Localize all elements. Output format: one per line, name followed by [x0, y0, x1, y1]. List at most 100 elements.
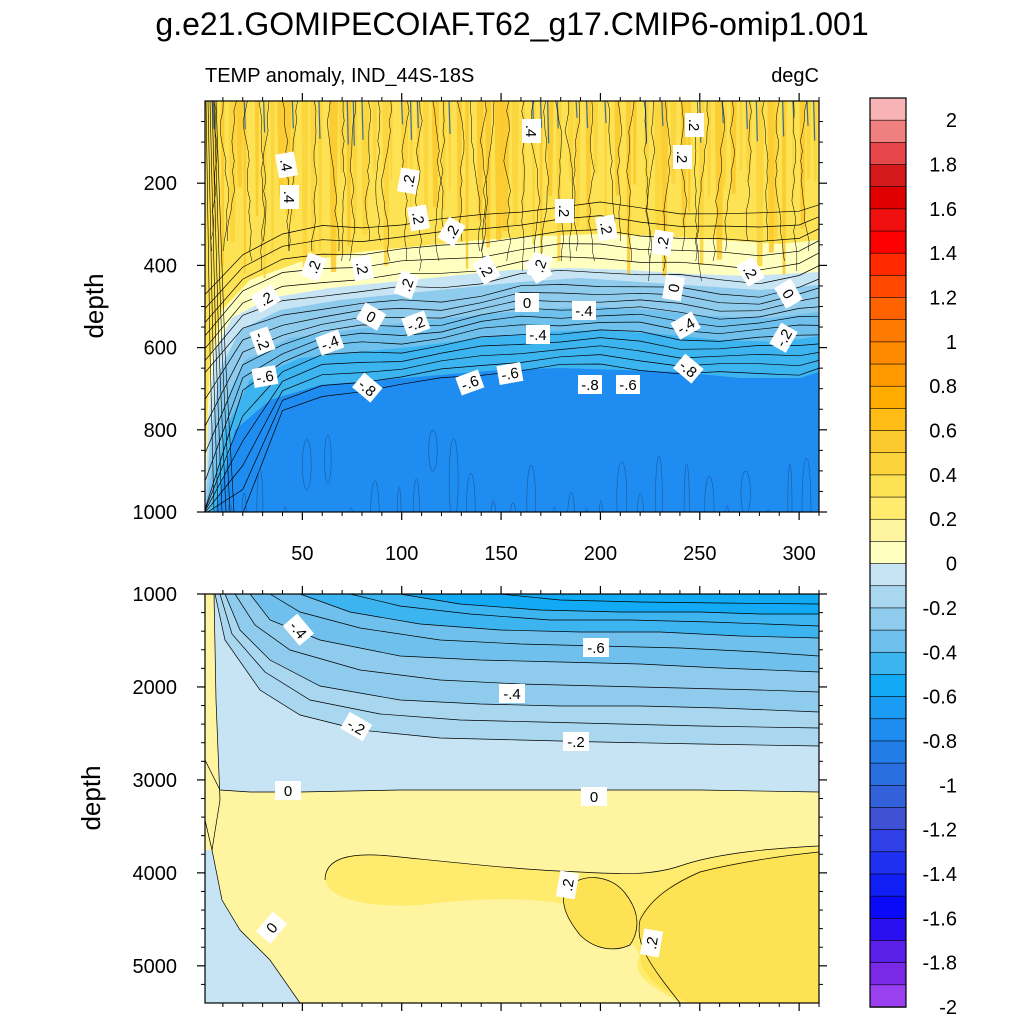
colorbar-label: -1.6 — [923, 908, 957, 930]
colorbar-swatch — [869, 629, 907, 653]
svg-text:-.2: -.2 — [344, 716, 368, 739]
warm-column — [254, 101, 260, 217]
upper-ylabel: depth — [79, 273, 109, 338]
surface-streak — [318, 101, 321, 140]
upper-contour-label: -.6 — [616, 375, 640, 394]
warm-column — [739, 101, 743, 171]
svg-text:.2: .2 — [643, 935, 662, 950]
upper-contour-squiggle — [564, 101, 574, 262]
upper-xtick-label: 150 — [484, 543, 517, 565]
warm-column — [485, 101, 492, 248]
upper-ytick-label: 1000 — [133, 502, 178, 524]
upper-xtick-label: 200 — [584, 543, 617, 565]
upper-contour-label: .4 — [280, 185, 299, 209]
colorbar-swatch — [869, 940, 907, 964]
upper-contour-squiggle — [503, 101, 512, 262]
upper-contour-squiggle — [242, 101, 253, 262]
colorbar-swatch — [869, 119, 907, 144]
svg-text:-.4: -.4 — [529, 327, 547, 344]
deep-streak — [510, 502, 517, 512]
surface-streak — [585, 101, 589, 129]
warm-column — [441, 101, 447, 210]
svg-text:-.2: -.2 — [773, 326, 796, 350]
deep-streak — [428, 429, 438, 472]
deep-streak — [349, 507, 353, 512]
warm-column — [755, 101, 765, 267]
colorbar-label: -1 — [939, 775, 957, 797]
deep-streak — [370, 480, 380, 512]
colorbar-label: -0.6 — [923, 687, 957, 709]
svg-text:-.4: -.4 — [503, 686, 521, 703]
warm-column — [511, 101, 520, 226]
colorbar-swatch — [869, 895, 907, 920]
lower-contour — [299, 594, 819, 639]
colorbar-label: -0.2 — [923, 598, 957, 620]
upper-contour — [205, 329, 819, 511]
upper-contour-squiggle — [469, 101, 482, 252]
colorbar-swatch — [869, 97, 907, 121]
lower-ytick-label: 4000 — [133, 863, 178, 885]
svg-text:-.6: -.6 — [587, 640, 605, 657]
upper-contour-label: .2 — [673, 145, 692, 169]
surface-streak — [575, 101, 578, 118]
lower-band-left-wedge — [205, 820, 300, 1003]
upper-contour-labels: .4.2.4.2.4.2.2.2.2.2.2.2.2.2.2.2.2.2.200… — [249, 113, 803, 403]
colorbar-label: 0.2 — [929, 509, 957, 531]
subtitle-left: TEMP anomaly, IND_44S-18S — [205, 65, 474, 87]
upper-contour-label: .2 — [595, 214, 618, 242]
warm-column — [585, 101, 592, 231]
lower-ytick-label: 1000 — [133, 584, 178, 606]
upper-contour-label: -.4 — [670, 311, 701, 340]
upper-contour-lines — [205, 101, 819, 512]
warm-column — [448, 101, 452, 191]
svg-text:.2: .2 — [530, 257, 550, 275]
deep-streak — [552, 506, 556, 512]
lower-contour — [324, 845, 819, 881]
svg-text:-.2: -.2 — [405, 313, 427, 335]
upper-contour-label: .2 — [472, 254, 501, 285]
deep-streak — [567, 492, 576, 512]
warm-column — [500, 101, 510, 232]
surface-streak — [755, 101, 758, 142]
deep-streak — [598, 500, 603, 512]
colorbar-swatch — [869, 408, 907, 432]
colorbar-swatch — [869, 696, 907, 720]
lower-contour — [224, 594, 819, 713]
surface-streak — [813, 101, 816, 141]
upper-contour-squiggle — [643, 101, 651, 262]
upper-contour-label: -.4 — [572, 301, 596, 320]
lower-contour-label: .2 — [639, 928, 664, 958]
colorbar-swatch — [869, 541, 907, 565]
warm-column — [456, 101, 462, 230]
lower-band-m06 — [400, 594, 819, 614]
surface-streak — [556, 101, 559, 129]
upper-contour-squiggle — [219, 101, 230, 252]
upper-deep-streaks — [227, 429, 812, 512]
chart-title: g.e21.GOMIPECOIAF.T62_g17.CMIP6-omip1.00… — [155, 6, 869, 42]
warm-column — [465, 101, 469, 269]
colorbar-frame — [869, 97, 907, 1008]
upper-contour-label: 0 — [774, 278, 803, 309]
svg-text:-.6: -.6 — [500, 365, 520, 385]
warm-column — [730, 101, 737, 194]
colorbar-label: -0.8 — [923, 731, 957, 753]
surface-streak — [243, 101, 246, 130]
deep-streak — [526, 465, 536, 512]
colorbar-swatch — [869, 275, 907, 299]
upper-contour-squiggle — [573, 101, 580, 252]
colorbar-swatch — [869, 651, 907, 676]
upper-contour-label: .2 — [685, 113, 704, 137]
colorbar-label: 0.8 — [929, 376, 957, 398]
colorbar-swatch — [869, 918, 907, 942]
surface-streak — [806, 101, 809, 126]
upper-xtick-label: 50 — [291, 543, 313, 565]
svg-text:.2: .2 — [673, 151, 690, 164]
svg-text:-.6: -.6 — [255, 368, 275, 388]
upper-contour-label: .2 — [393, 270, 420, 300]
upper-contour-label: .4 — [275, 151, 298, 179]
upper-contour-squiggle — [311, 101, 318, 252]
lower-contour-lines — [205, 594, 819, 1003]
lower-contour — [214, 594, 819, 747]
colorbar-swatch — [869, 873, 907, 897]
upper-contour-squiggle — [375, 101, 381, 242]
